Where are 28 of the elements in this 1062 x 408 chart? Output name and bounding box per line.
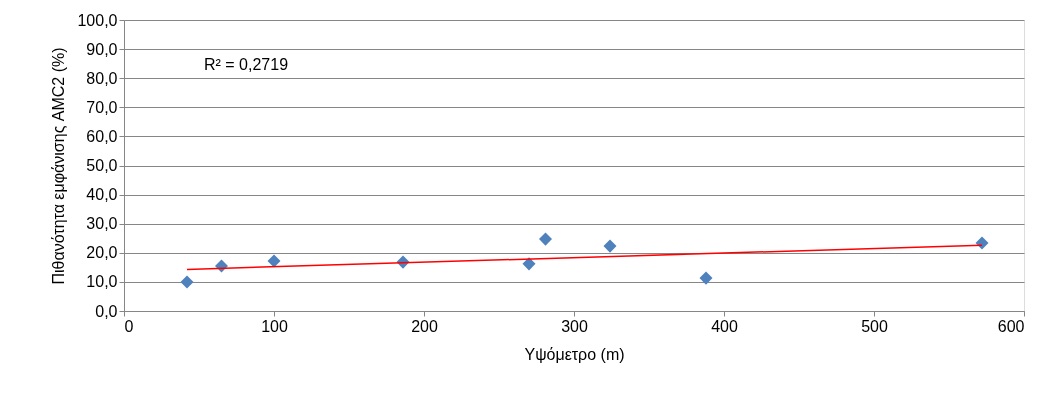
x-tick-label: 200: [411, 317, 438, 335]
point: [538, 232, 553, 246]
x-tick-label: 400: [711, 317, 738, 335]
point: [180, 275, 194, 289]
point: [522, 257, 536, 271]
x-tick-label: 100: [261, 317, 288, 335]
y-tick-label: 50,0: [86, 157, 118, 174]
y-tick-label: 40,0: [86, 186, 118, 204]
point: [975, 236, 989, 250]
annotation: R² = 0,2719: [204, 56, 289, 73]
point: [603, 239, 617, 253]
y-axis-title: Πιθανότητα εμφάνισης AMC2 (%): [50, 47, 68, 285]
x-tick-label: 500: [861, 317, 888, 335]
x-tick-label: 0: [124, 317, 134, 335]
x-tick-label: 300: [561, 317, 588, 335]
y-tick-label: 100,0: [77, 11, 118, 29]
y-tick-label: 80,0: [86, 69, 118, 87]
y-tick-label: 0,0: [95, 302, 118, 320]
y-tick-label: 60,0: [86, 127, 118, 145]
y-tick-label: 70,0: [86, 98, 118, 116]
point: [699, 271, 713, 285]
y-tick-label: 10,0: [86, 273, 118, 291]
y-tick-label: 30,0: [86, 215, 118, 233]
y-tick-label: 90,0: [86, 40, 118, 58]
x-tick-label: 600: [997, 317, 1025, 335]
x-axis-title: Υψόμετρο (m): [524, 345, 625, 363]
y-tick-label: 20,0: [86, 244, 118, 262]
point: [267, 254, 281, 268]
